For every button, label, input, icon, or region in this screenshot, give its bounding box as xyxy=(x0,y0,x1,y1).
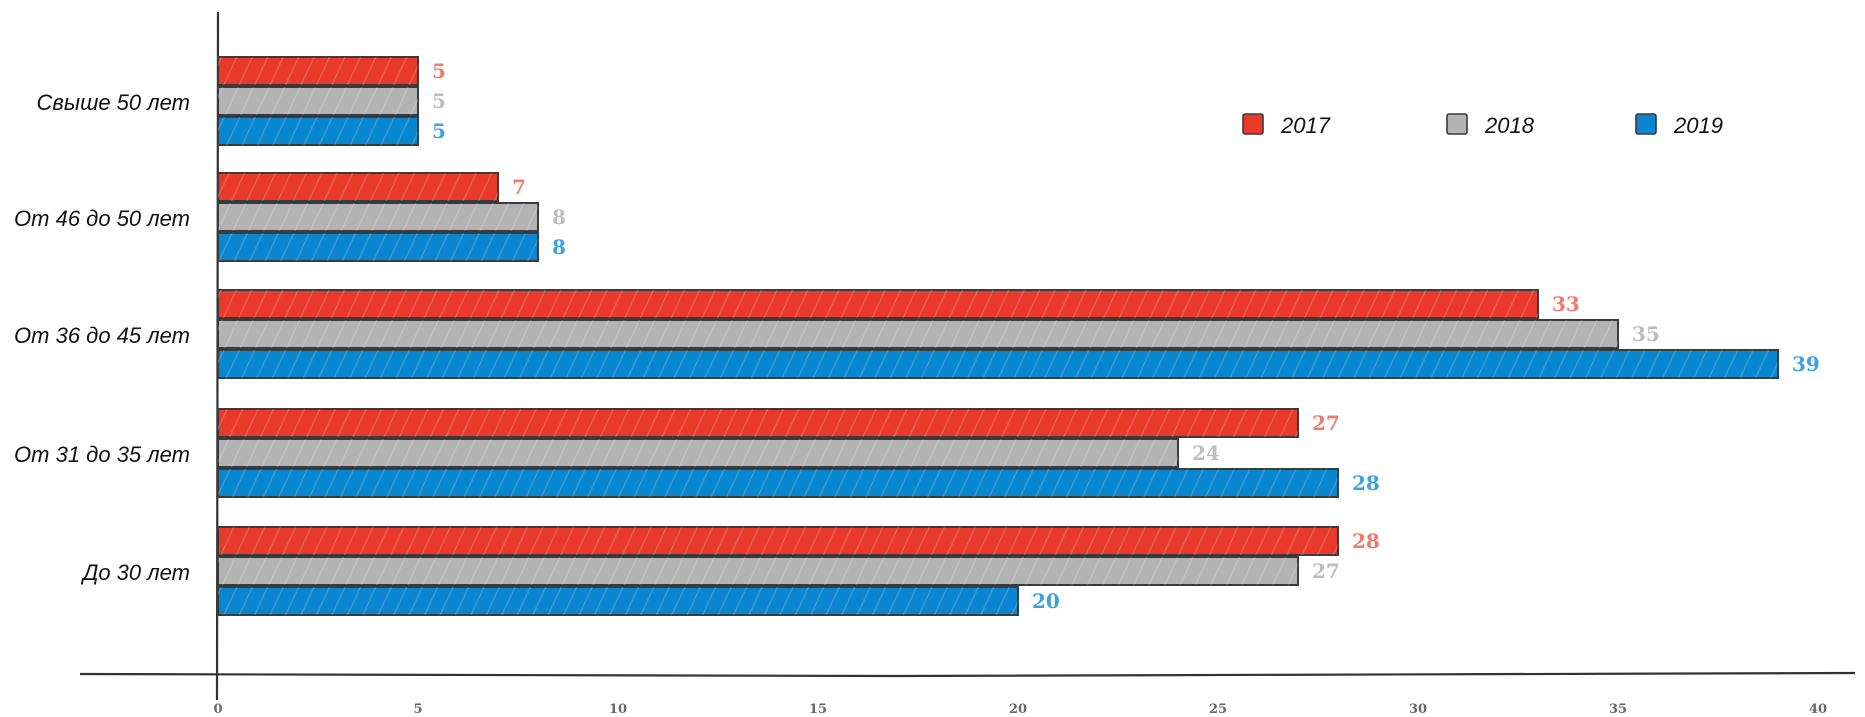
value-label: 8 xyxy=(552,205,566,229)
bar-texture xyxy=(218,290,1538,318)
value-label: 7 xyxy=(512,175,526,199)
bar-texture xyxy=(218,409,1298,437)
bar-texture xyxy=(218,233,538,261)
legend-label: 2017 xyxy=(1280,113,1331,138)
category-label: От 46 до 50 лет xyxy=(14,206,190,231)
x-tick-label: 25 xyxy=(1209,702,1227,717)
value-label: 5 xyxy=(432,89,446,113)
value-label: 28 xyxy=(1352,471,1380,495)
x-axis-line xyxy=(79,671,1856,678)
category-label: До 30 лет xyxy=(80,560,190,585)
legend-label: 2019 xyxy=(1673,113,1723,138)
category-label: От 36 до 45 лет xyxy=(14,323,190,348)
value-label: 20 xyxy=(1032,589,1060,613)
bar-texture xyxy=(218,320,1618,348)
value-label: 8 xyxy=(552,235,566,259)
x-tick-label: 5 xyxy=(413,702,422,717)
bar-texture xyxy=(218,117,418,145)
legend-swatch-2017 xyxy=(1242,113,1264,135)
legend-label: 2018 xyxy=(1484,113,1535,138)
x-tick-label: 0 xyxy=(213,702,222,717)
bar-texture xyxy=(218,350,1778,378)
value-label: 5 xyxy=(432,119,446,143)
value-label: 27 xyxy=(1312,411,1340,435)
value-label: 35 xyxy=(1632,322,1660,346)
bar-texture xyxy=(218,557,1298,585)
legend: 2017 2018 2019 xyxy=(1242,113,1723,138)
category-label: Свыше 50 лет xyxy=(37,90,190,115)
bar-texture xyxy=(218,469,1338,497)
legend-swatch-2019 xyxy=(1635,113,1657,135)
bar-texture xyxy=(218,439,1178,467)
value-label: 24 xyxy=(1192,441,1220,465)
x-tick-label: 10 xyxy=(609,702,627,717)
bar-texture xyxy=(218,527,1338,555)
bar-texture xyxy=(218,57,418,85)
legend-swatch-2018 xyxy=(1446,113,1468,135)
x-tick-label: 15 xyxy=(809,702,827,717)
x-tick-label: 35 xyxy=(1609,702,1627,717)
value-label: 39 xyxy=(1792,352,1820,376)
x-tick-label: 40 xyxy=(1809,702,1827,717)
value-label: 28 xyxy=(1352,529,1380,553)
bar-texture xyxy=(218,173,498,201)
bar-texture xyxy=(218,587,1018,615)
value-label: 33 xyxy=(1552,292,1580,316)
x-tick-label: 30 xyxy=(1409,702,1427,717)
value-label: 5 xyxy=(432,59,446,83)
bars-layer xyxy=(217,56,1779,616)
labels-layer: Свыше 50 лет 5 5 5 От 46 до 50 лет 7 8 8 От 36 д… xyxy=(14,59,1820,613)
category-label: От 31 до 35 лет xyxy=(14,442,190,467)
bar-texture xyxy=(218,87,418,115)
x-tick-label: 20 xyxy=(1009,702,1027,717)
value-label: 27 xyxy=(1312,559,1340,583)
bar-texture xyxy=(218,203,538,231)
